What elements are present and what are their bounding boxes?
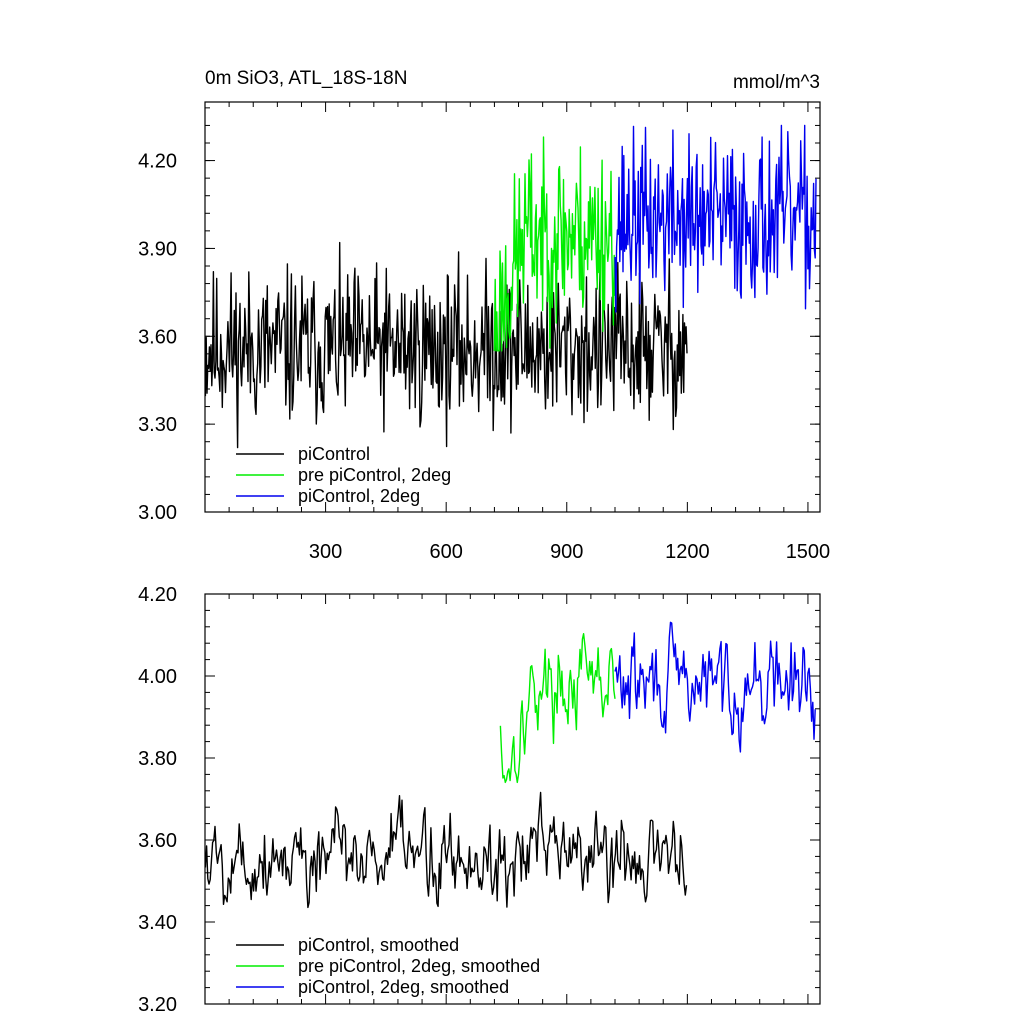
x-tick-label: 900 — [550, 541, 583, 563]
series-line-2 — [614, 124, 817, 313]
x-tick-label: 300 — [309, 541, 342, 563]
y-tick-label: 3.60 — [138, 830, 177, 852]
y-tick-label: 3.30 — [138, 414, 177, 436]
series-line-0 — [204, 241, 688, 449]
x-tick-label: 1500 — [786, 541, 831, 563]
bottom-axis-ticks — [205, 593, 820, 1005]
series-line-0 — [204, 791, 688, 909]
y-tick-label: 4.20 — [138, 584, 177, 606]
x-tick-label: 1200 — [665, 541, 710, 563]
y-tick-label: 4.00 — [138, 666, 177, 688]
top-series-layer — [204, 124, 817, 449]
y-tick-label: 3.60 — [138, 326, 177, 348]
legend-label: piControl, smoothed — [298, 935, 459, 955]
units-label: mmol/m^3 — [733, 72, 820, 93]
y-tick-label: 3.90 — [138, 238, 177, 260]
bottom-panel: 3.20 3.40 3.60 3.80 4.00 4.20 piControl, smoo… — [138, 584, 821, 1016]
legend-label: pre piControl, 2deg — [298, 465, 451, 485]
bottom-plot-frame — [204, 593, 821, 1005]
top-panel: 0m SiO3, ATL_18S-18N mmol/m^3 300 600 900 1… — [138, 68, 830, 563]
legend-label: pre piControl, 2deg, smoothed — [298, 956, 540, 976]
chart-title: 0m SiO3, ATL_18S-18N — [205, 68, 407, 89]
y-tick-label: 3.40 — [138, 912, 177, 934]
y-tick-label: 3.00 — [138, 502, 177, 524]
x-tick-label: 600 — [429, 541, 462, 563]
top-tick-labels: 300 600 900 1200 1500 3.00 3.30 3.60 3.90 4.20 — [138, 151, 830, 563]
legend-label: piControl, 2deg — [298, 486, 420, 506]
y-tick-label: 4.20 — [138, 151, 177, 173]
legend-label: piControl, 2deg, smoothed — [298, 977, 509, 997]
bottom-tick-labels: 3.20 3.40 3.60 3.80 4.00 4.20 — [138, 584, 177, 1016]
top-plot-frame — [204, 101, 821, 513]
series-line-2 — [614, 621, 816, 753]
series-line-1 — [493, 136, 616, 352]
series-line-1 — [499, 633, 616, 784]
y-tick-label: 3.20 — [138, 994, 177, 1016]
legend-label: piControl — [298, 444, 370, 464]
bottom-series-layer — [204, 621, 816, 909]
y-tick-label: 3.80 — [138, 748, 177, 770]
